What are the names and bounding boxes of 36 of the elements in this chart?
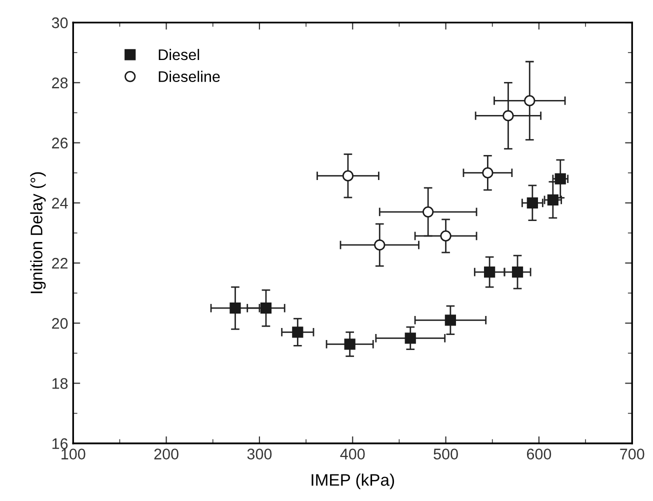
x-tick-label: 700 <box>620 448 644 460</box>
point <box>440 230 452 242</box>
point <box>524 95 536 106</box>
point <box>230 302 241 314</box>
point <box>484 266 496 278</box>
point <box>342 170 354 182</box>
point <box>374 239 386 251</box>
x-tick-label: 600 <box>526 448 552 460</box>
legend-label: Dieseline <box>158 70 220 82</box>
y-tick-label: 26 <box>52 138 68 148</box>
legend-label: Diesel <box>158 48 200 60</box>
point <box>526 197 538 208</box>
point <box>292 326 304 338</box>
point <box>260 302 272 314</box>
x-tick-label: 500 <box>434 448 458 460</box>
y-axis-title: Ignition Delay (°) <box>30 172 46 294</box>
point <box>502 110 514 122</box>
y-tick-label: 18 <box>52 378 68 389</box>
point <box>422 206 434 218</box>
x-tick-label: 300 <box>247 448 272 460</box>
x-tick-label: 400 <box>340 448 365 460</box>
y-tick-label: 28 <box>52 78 68 88</box>
y-tick-label: 22 <box>52 258 68 269</box>
y-tick-label: 16 <box>52 438 68 450</box>
point <box>482 167 494 178</box>
x-tick-label: 100 <box>62 448 86 460</box>
point <box>404 332 416 344</box>
y-tick-label: 24 <box>52 198 68 208</box>
point <box>344 338 356 350</box>
y-tick-label: 20 <box>52 318 68 329</box>
point <box>547 194 558 206</box>
x-axis-title: IMEP (kPa) <box>312 474 394 490</box>
x-tick-label: 200 <box>154 448 178 460</box>
point <box>444 314 456 326</box>
point <box>512 266 524 278</box>
y-tick-label: 30 <box>52 17 68 28</box>
